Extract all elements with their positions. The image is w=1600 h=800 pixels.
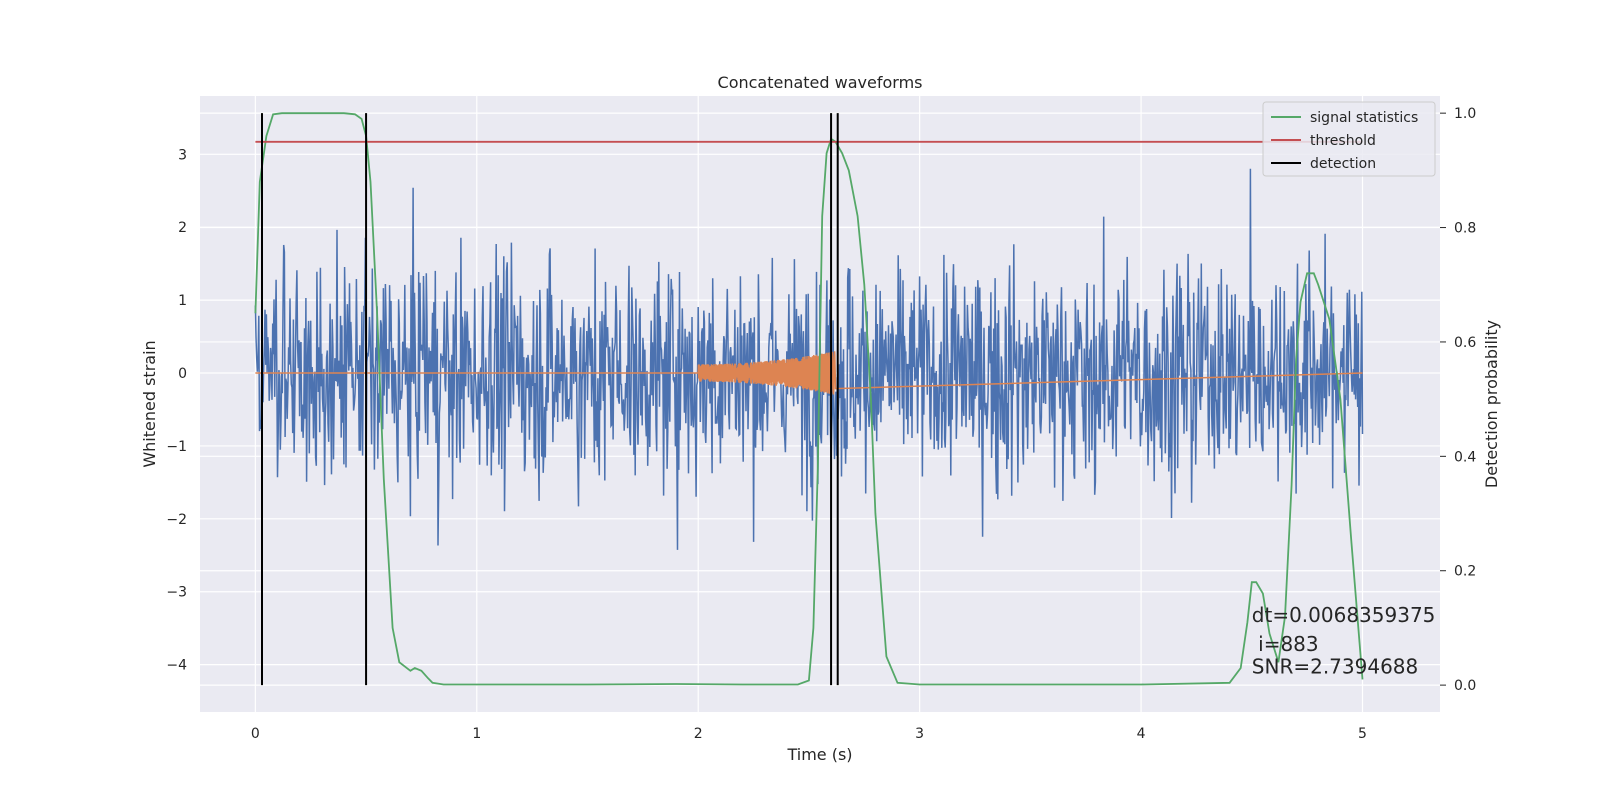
x-tick-label: 3 [915, 726, 924, 742]
x-ticks: 0 1 2 3 4 5 [251, 726, 1367, 742]
x-tick-label: 2 [694, 726, 703, 742]
chart-title: Concatenated waveforms [718, 73, 923, 92]
x-tick-label: 0 [251, 726, 260, 742]
legend: signal statistics threshold detection [1262, 101, 1436, 177]
y-tick-label: −3 [166, 585, 187, 601]
legend-label: threshold [1310, 133, 1376, 149]
legend-label: detection [1310, 156, 1376, 172]
y-tick-label: −2 [166, 512, 187, 528]
y-axis-label-right: Detection probability [1482, 320, 1501, 488]
y-ticks: −4 −3 −2 −1 0 1 2 3 [166, 147, 187, 673]
y-right-tick-label: 0.4 [1454, 449, 1476, 465]
x-axis-label: Time (s) [786, 745, 852, 764]
x-tick-label: 5 [1358, 726, 1367, 742]
legend-label: signal statistics [1310, 110, 1418, 126]
y-right-tick-label: 0.2 [1454, 564, 1476, 580]
y-tick-label: −4 [166, 658, 187, 674]
plot-series [254, 112, 1364, 686]
y-ticks-right: 0.0 0.2 0.4 0.6 0.8 1.0 [1440, 106, 1476, 694]
annotation-text: SNR=2.7394688 [1252, 655, 1418, 679]
y-right-tick-label: 0.8 [1454, 221, 1476, 237]
x-tick-label: 4 [1137, 726, 1146, 742]
y-tick-label: 2 [178, 220, 187, 236]
legend-box [1262, 101, 1436, 177]
y-tick-label: −1 [166, 439, 187, 455]
y-axis-label: Whitened strain [140, 340, 159, 467]
y-tick-label: 3 [178, 147, 187, 163]
annotation-text: dt=0.0068359375 [1252, 603, 1436, 627]
signal-statistics-series [254, 112, 1364, 686]
x-tick-label: 1 [472, 726, 481, 742]
y-right-tick-label: 1.0 [1454, 106, 1476, 122]
y-tick-label: 0 [178, 366, 187, 382]
y-tick-label: 1 [178, 293, 187, 309]
y-right-tick-label: 0.6 [1454, 335, 1476, 351]
waveform-series [255, 351, 1363, 395]
annotation-text: i=883 [1252, 632, 1319, 656]
y-right-tick-label: 0.0 [1454, 678, 1476, 694]
